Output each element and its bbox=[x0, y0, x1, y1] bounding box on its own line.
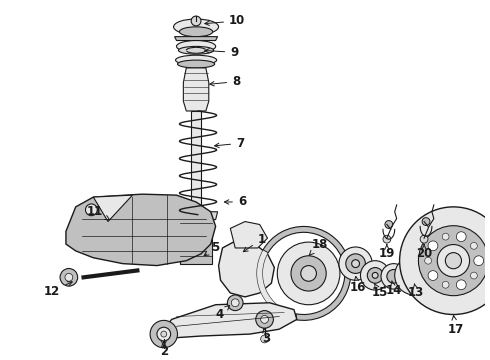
Ellipse shape bbox=[179, 27, 213, 37]
Circle shape bbox=[231, 299, 239, 307]
Circle shape bbox=[65, 273, 73, 281]
Circle shape bbox=[395, 256, 434, 295]
Text: 1: 1 bbox=[244, 233, 266, 252]
Circle shape bbox=[470, 272, 477, 279]
Circle shape bbox=[387, 270, 401, 283]
Polygon shape bbox=[191, 111, 201, 251]
Circle shape bbox=[445, 253, 462, 269]
Circle shape bbox=[60, 269, 78, 286]
Text: 11: 11 bbox=[87, 205, 110, 220]
Circle shape bbox=[428, 271, 438, 280]
Text: 10: 10 bbox=[205, 14, 245, 27]
Ellipse shape bbox=[176, 41, 216, 52]
Text: 19: 19 bbox=[379, 244, 395, 260]
Circle shape bbox=[191, 16, 201, 26]
Circle shape bbox=[409, 270, 419, 280]
Ellipse shape bbox=[175, 55, 217, 65]
Circle shape bbox=[261, 315, 269, 323]
Circle shape bbox=[277, 242, 340, 305]
Circle shape bbox=[385, 221, 393, 228]
Circle shape bbox=[422, 218, 430, 225]
Text: 20: 20 bbox=[416, 244, 432, 260]
Text: 18: 18 bbox=[309, 238, 328, 255]
Text: 12: 12 bbox=[44, 282, 72, 297]
Circle shape bbox=[418, 226, 489, 296]
Text: 13: 13 bbox=[408, 284, 424, 300]
Text: 3: 3 bbox=[263, 328, 270, 346]
Circle shape bbox=[383, 235, 391, 243]
Text: 6: 6 bbox=[224, 195, 246, 208]
Circle shape bbox=[352, 260, 360, 267]
Circle shape bbox=[470, 242, 477, 249]
Text: 5: 5 bbox=[204, 242, 220, 256]
Polygon shape bbox=[174, 37, 218, 41]
Circle shape bbox=[428, 241, 438, 251]
Circle shape bbox=[85, 204, 97, 216]
Circle shape bbox=[420, 235, 428, 243]
Circle shape bbox=[150, 320, 177, 348]
Wedge shape bbox=[263, 226, 351, 320]
Polygon shape bbox=[230, 221, 268, 248]
Circle shape bbox=[442, 233, 449, 240]
Circle shape bbox=[346, 254, 366, 273]
Circle shape bbox=[227, 295, 243, 311]
Text: 4: 4 bbox=[216, 305, 229, 321]
Text: 16: 16 bbox=[349, 276, 366, 294]
Circle shape bbox=[456, 280, 466, 290]
Ellipse shape bbox=[173, 19, 219, 35]
Polygon shape bbox=[183, 68, 209, 111]
Circle shape bbox=[474, 256, 484, 266]
Circle shape bbox=[368, 267, 383, 283]
Circle shape bbox=[425, 257, 432, 264]
Wedge shape bbox=[257, 250, 296, 320]
Ellipse shape bbox=[178, 46, 214, 54]
Circle shape bbox=[456, 232, 466, 242]
Polygon shape bbox=[174, 212, 218, 220]
Circle shape bbox=[291, 256, 326, 291]
Text: 8: 8 bbox=[210, 75, 240, 88]
Text: 9: 9 bbox=[205, 46, 238, 59]
Polygon shape bbox=[93, 195, 132, 221]
Circle shape bbox=[261, 335, 269, 343]
Text: 15: 15 bbox=[372, 284, 388, 300]
Text: 2: 2 bbox=[160, 342, 168, 358]
Circle shape bbox=[256, 311, 273, 328]
Circle shape bbox=[372, 273, 378, 278]
Text: 7: 7 bbox=[215, 137, 244, 150]
Circle shape bbox=[161, 331, 167, 337]
Circle shape bbox=[405, 266, 424, 285]
Circle shape bbox=[361, 261, 390, 290]
Circle shape bbox=[400, 207, 490, 315]
Circle shape bbox=[437, 244, 469, 277]
Circle shape bbox=[301, 266, 317, 281]
Text: 17: 17 bbox=[447, 316, 464, 336]
Polygon shape bbox=[219, 241, 274, 297]
Circle shape bbox=[381, 264, 406, 289]
Polygon shape bbox=[157, 303, 297, 339]
Polygon shape bbox=[66, 194, 216, 266]
Circle shape bbox=[157, 327, 171, 341]
Circle shape bbox=[339, 247, 372, 280]
Ellipse shape bbox=[177, 60, 215, 68]
Circle shape bbox=[442, 281, 449, 288]
Polygon shape bbox=[180, 215, 212, 264]
Text: 14: 14 bbox=[386, 281, 402, 297]
